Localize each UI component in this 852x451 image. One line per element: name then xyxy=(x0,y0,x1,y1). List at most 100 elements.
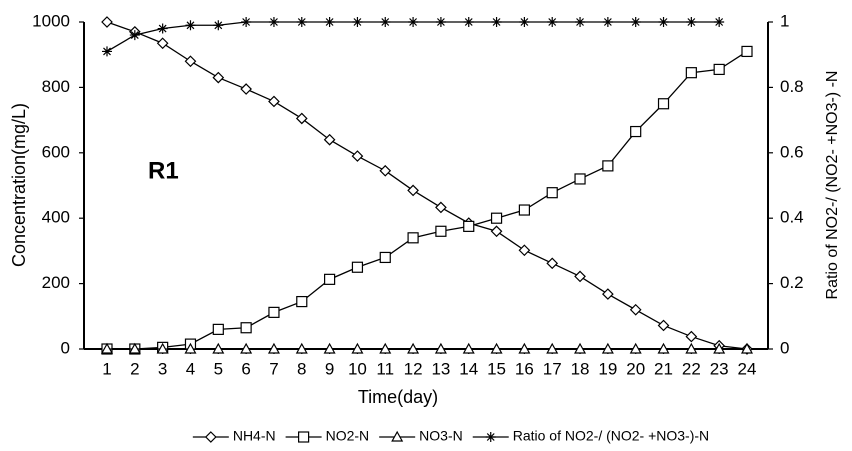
x-tick-label: 19 xyxy=(598,359,617,378)
y-tick-label: 400 xyxy=(42,208,70,227)
x-tick-label: 10 xyxy=(348,359,367,378)
data-point xyxy=(714,17,725,27)
x-tick-label: 2 xyxy=(130,359,139,378)
x-tick-label: 21 xyxy=(654,359,673,378)
data-point xyxy=(685,330,698,343)
data-point xyxy=(519,17,530,27)
data-point xyxy=(463,220,475,232)
data-point xyxy=(546,342,559,354)
x-tick-label: 1 xyxy=(102,359,111,378)
y2-tick-label: 0.4 xyxy=(780,208,804,227)
x-tick-label: 17 xyxy=(543,359,562,378)
x-tick-label: 7 xyxy=(269,359,278,378)
y2-tick-label: 0.2 xyxy=(780,273,804,292)
y2-tick-label: 0 xyxy=(780,338,789,357)
data-point xyxy=(267,342,280,354)
data-point xyxy=(100,342,114,354)
data-point xyxy=(324,273,336,285)
x-tick-label: 14 xyxy=(459,359,478,378)
data-point xyxy=(324,17,335,27)
x-axis-label: Time(day) xyxy=(358,387,438,407)
data-point xyxy=(407,232,419,244)
data-point xyxy=(518,204,530,216)
data-point xyxy=(574,270,586,283)
data-point xyxy=(268,17,279,27)
data-point xyxy=(518,342,531,354)
data-point xyxy=(547,17,558,27)
data-point xyxy=(268,95,280,108)
data-point xyxy=(490,212,503,224)
y2-tick-label: 0.8 xyxy=(780,77,804,96)
x-tick-label: 4 xyxy=(186,359,195,378)
data-point xyxy=(741,45,753,58)
data-point xyxy=(657,342,670,354)
data-point xyxy=(212,342,225,354)
data-point xyxy=(546,257,559,270)
data-point xyxy=(602,288,614,300)
legend-marker xyxy=(298,431,310,443)
data-point xyxy=(602,160,614,172)
x-tick-label: 5 xyxy=(214,359,223,378)
y-axis-label: Concentration(mg/L) xyxy=(9,103,29,267)
data-point xyxy=(630,17,641,27)
data-point xyxy=(434,342,447,354)
data-point xyxy=(657,98,670,110)
y2-tick-label: 0.6 xyxy=(780,142,804,161)
legend-marker xyxy=(485,432,496,442)
y2-axis-label: Ratio of NO2-/ (NO2- +NO3-) -N xyxy=(824,71,841,300)
x-tick-label: 11 xyxy=(376,359,394,378)
data-point xyxy=(213,20,224,31)
data-point xyxy=(740,342,754,354)
y-tick-label: 1000 xyxy=(32,11,70,30)
y2-tick-label: 1 xyxy=(780,11,789,30)
data-point xyxy=(629,303,642,316)
data-point xyxy=(630,125,642,138)
series-line xyxy=(107,50,748,350)
data-point xyxy=(352,17,363,27)
data-point xyxy=(212,323,224,335)
data-point xyxy=(658,17,669,27)
y-tick-label: 800 xyxy=(42,77,70,96)
x-tick-label: 12 xyxy=(404,359,423,378)
data-point xyxy=(407,184,419,197)
data-point xyxy=(128,342,141,354)
legend-label: NO3-N xyxy=(419,428,463,444)
data-point xyxy=(463,17,474,27)
data-point xyxy=(685,342,698,354)
x-tick-label: 3 xyxy=(158,359,167,378)
y-tick-label: 200 xyxy=(42,273,70,292)
x-tick-label: 20 xyxy=(626,359,645,378)
x-tick-label: 23 xyxy=(710,359,729,378)
data-point xyxy=(685,67,697,79)
data-point xyxy=(379,251,391,264)
data-point xyxy=(546,187,558,199)
data-point xyxy=(323,133,336,146)
data-point xyxy=(296,17,307,27)
data-point xyxy=(295,342,308,354)
x-tick-label: 15 xyxy=(487,359,506,378)
data-point xyxy=(435,17,446,27)
legend-marker xyxy=(391,430,404,442)
x-tick-label: 18 xyxy=(571,359,590,378)
data-point xyxy=(185,20,196,31)
x-tick-label: 24 xyxy=(738,359,757,378)
data-point xyxy=(102,46,112,57)
data-point xyxy=(240,342,253,354)
x-tick-label: 8 xyxy=(297,359,306,378)
x-tick-label: 16 xyxy=(515,359,534,378)
data-point xyxy=(379,342,392,354)
data-point xyxy=(212,71,225,84)
data-point xyxy=(407,342,420,354)
x-tick-label: 13 xyxy=(431,359,450,378)
y-tick-label: 0 xyxy=(61,338,70,357)
data-point xyxy=(157,23,168,34)
legend-label: NO2-N xyxy=(326,428,370,444)
data-point xyxy=(575,17,586,27)
legend-label: Ratio of NO2-/ (NO2- +NO3-)-N xyxy=(513,428,709,444)
series-line xyxy=(106,21,748,350)
data-point xyxy=(490,225,503,238)
data-point xyxy=(602,17,613,27)
data-point xyxy=(156,342,169,354)
data-point xyxy=(129,30,140,41)
